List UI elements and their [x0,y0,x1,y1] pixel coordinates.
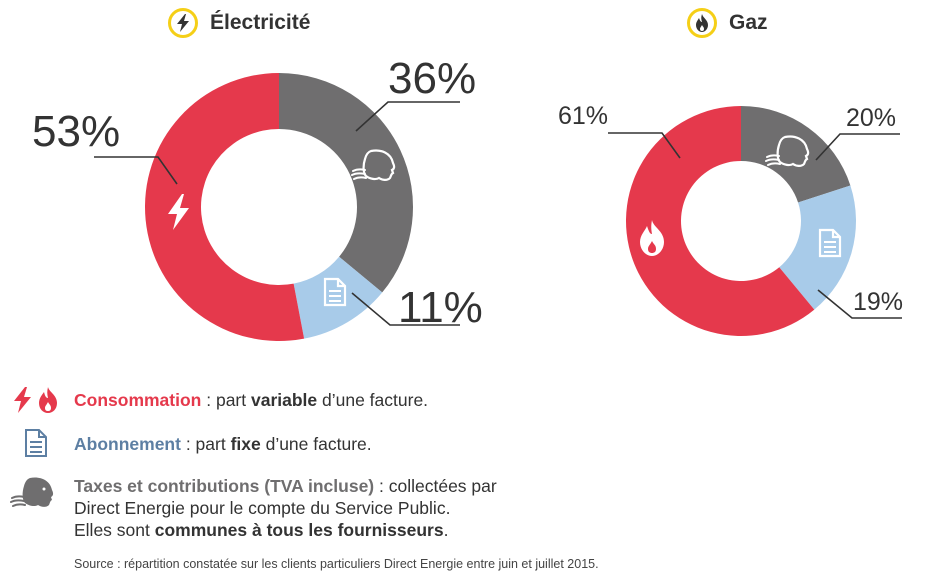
leader-line [351,292,460,326]
legend-text: : part [180,434,231,454]
consommation-slice [145,73,305,341]
bolt-icon [168,194,189,230]
marianne-icon [351,149,396,181]
gaz-header: Gaz [687,8,768,38]
chart-title: Électricité [210,11,311,34]
legend-consommation: Consommation : part variable d’une factu… [74,389,428,411]
taxes-slice [741,106,851,203]
flame-icon [687,8,717,38]
legend-text: Direct Energie pour le compte du Service… [74,498,451,518]
leader-line [94,156,178,185]
data-label: 36% [388,54,476,103]
legend-text: : collectées par [374,476,497,496]
bolt-icon [14,387,31,413]
legend-label: Consommation [74,390,202,410]
legend-text: : part [201,390,251,410]
legend-taxes: Taxes et contributions (TVA incluse) : c… [74,475,497,541]
consommation-icons [12,386,62,419]
legend-text: Elles sont [74,520,155,540]
consommation-slice [625,106,815,336]
abonnement-slice [293,256,383,339]
flame-icon [39,387,57,413]
legend-abonnement: Abonnement : part fixe d’une facture. [74,433,372,455]
electricite-header: Électricité [168,8,310,38]
marianne-icon [10,476,56,515]
chart-title: Gaz [729,11,768,34]
legend-label: Taxes et contributions (TVA incluse) [74,476,375,496]
taxes-slice [279,73,414,293]
leader-line [815,133,900,161]
legend-text: d’une facture. [260,434,372,454]
leader-line [355,101,460,132]
flame-icon [640,220,664,256]
legend-text: d’une facture. [317,390,429,410]
data-label: 19% [853,288,903,316]
source-note: Source : répartition constatée sur les c… [74,557,599,571]
leader-line [817,289,902,319]
legend-text: . [443,520,449,540]
abonnement-slice [779,185,856,310]
document-icon [818,228,842,258]
data-label: 61% [558,102,608,130]
data-label: 11% [398,283,483,332]
document-icon [323,277,347,307]
marianne-icon [765,135,810,167]
legend-keyword: communes à tous les fournisseurs [154,520,444,540]
data-label: 20% [846,104,896,132]
bolt-icon [168,8,198,38]
legend-keyword: variable [250,390,318,410]
legend-keyword: fixe [230,434,261,454]
data-label: 53% [32,107,120,156]
legend-label: Abonnement [74,434,181,454]
leader-line [608,132,681,159]
document-icon [24,428,48,463]
